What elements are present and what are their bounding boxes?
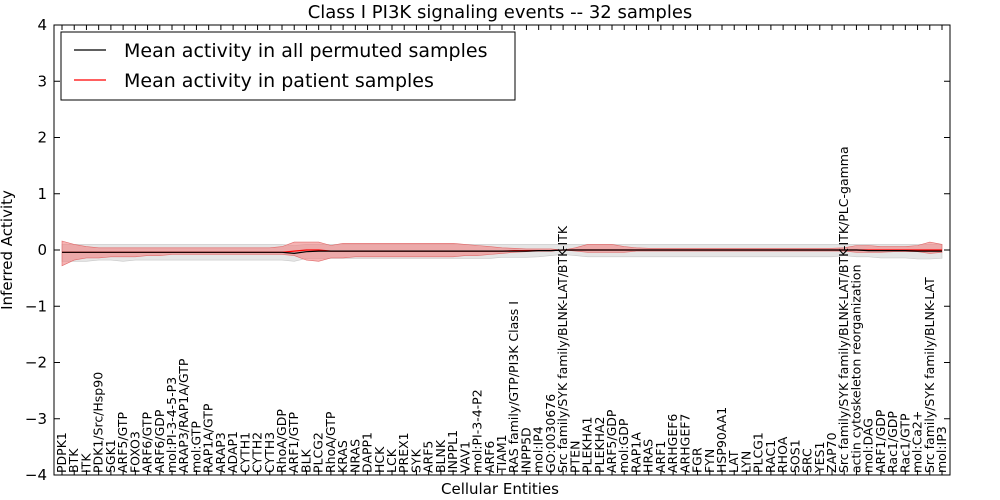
x-tick-label: TIAM1 [494, 434, 509, 474]
x-tick-label: PDPK1 [54, 432, 69, 473]
x-tick-label: Rac1/GTP [897, 413, 912, 473]
chart-title: Class I PI3K signaling events -- 32 samp… [308, 2, 693, 23]
x-tick-label: KRAS [335, 440, 350, 473]
x-tick-label: ARHGEF7 [677, 414, 692, 473]
x-tick-label: SGK1 [103, 439, 118, 473]
y-axis: −4 −3 −2 −1 0 1 2 3 4 [25, 16, 950, 484]
x-tick-label: ARF6/GDP [152, 409, 167, 473]
legend-frame [60, 31, 516, 101]
x-tick-label: mol:DAG [861, 418, 876, 473]
y-tick-label: −4 [25, 466, 47, 484]
x-tick-label: BTK [66, 448, 81, 473]
line-layer [62, 249, 942, 255]
x-tick-label: PDK1/Src/Hsp90 [91, 372, 106, 473]
line-permuted-mean [62, 249, 942, 255]
x-tick-label: mol:PI-3-4-P2 [470, 389, 485, 473]
x-tick-label: RAP1A/GTP [201, 403, 216, 473]
x-tick-label: ARF5 [421, 441, 436, 473]
x-tick-label: PTEN [567, 441, 582, 473]
x-tick-label: RAP1A [628, 432, 643, 473]
x-tick-label: ARF6 [482, 441, 497, 473]
y-tick-label: 1 [37, 185, 47, 203]
x-tick-label: ARF1/GTP [286, 412, 301, 473]
y-tick-label: 3 [37, 72, 47, 90]
y-tick-label: −2 [25, 354, 47, 372]
x-tick-label: mol:IP4 [531, 426, 546, 473]
band-patient [61, 240, 943, 267]
x-tick-label: ARAP3 [213, 432, 228, 473]
x-tick-label: SYK [408, 448, 423, 473]
x-tick-label: PLEKHA2 [592, 416, 607, 473]
y-tick-label: −3 [25, 410, 47, 428]
y-tick-label: 4 [37, 16, 47, 34]
x-tick-label: HSP90AA1 [714, 407, 729, 473]
legend-label-permuted: Mean activity in all permuted samples [124, 40, 487, 62]
x-tick-label: ADAP1 [225, 431, 240, 473]
x-axis-title: Cellular Entities [441, 480, 559, 498]
y-tick-label: 2 [37, 129, 47, 147]
y-axis-title: Inferred Activity [0, 190, 16, 310]
x-tick-label: SOS1 [787, 439, 802, 473]
x-tick-label: ITK [78, 453, 93, 473]
x-tick-label: ARF1/GDP [873, 409, 888, 473]
y-tick-label: −1 [25, 297, 47, 315]
x-tick-label: CYTH2 [250, 432, 265, 473]
x-tick-label: RHOA [775, 436, 790, 473]
x-tick-label: LCK [384, 448, 399, 473]
y-tick-label: 0 [37, 241, 47, 259]
x-tick-label: actin cytoskeleton reorganization [848, 264, 863, 473]
x-tick-label: VAV1 [457, 441, 472, 473]
x-tick-label: RhoA/GTP [323, 411, 338, 473]
x-tick-label: LAT [726, 450, 741, 473]
x-axis: PDPK1BTKITKPDK1/Src/Hsp90SGK1ARF5/GTPFOX… [54, 25, 949, 475]
x-tick-label: ZAP70 [824, 432, 839, 473]
band-layer [61, 240, 943, 267]
x-tick-label: FGR [690, 447, 705, 473]
x-tick-label: NRAS [347, 439, 362, 473]
x-tick-label: ARAP3/RAP1A/GTP [176, 358, 191, 473]
legend: Mean activity in all permuted samples Me… [60, 31, 516, 101]
x-tick-label: ARF5/GTP [115, 412, 130, 473]
x-tick-label: ARF5/GDP [604, 409, 619, 473]
x-tick-label: Rac1/GDP [885, 411, 900, 473]
x-tick-label: Src family/SYK family/BLNK-LAT/BTK-ITK/P… [836, 146, 851, 473]
x-tick-label: Src family/SYK family/BLNK-LAT [922, 277, 937, 473]
x-tick-label: mol:GTP [188, 421, 203, 473]
x-tick-label: mol:PI-3-4-5-P3 [164, 377, 179, 473]
x-tick-label: CYTH3 [262, 432, 277, 473]
legend-label-patient: Mean activity in patient samples [124, 70, 434, 92]
x-tick-label: mol:GDP [616, 418, 631, 473]
x-tick-label: HCK [372, 446, 387, 473]
x-tick-label: mol:Ca2+ [910, 411, 925, 473]
x-tick-label: FOXO3 [127, 431, 142, 473]
x-tick-label: RAC1 [763, 440, 778, 473]
x-tick-label: INPP5D [518, 427, 533, 473]
x-tick-label: RAS family/GTP/PI3K Class I [506, 301, 521, 473]
x-tick-label: DAPP1 [360, 432, 375, 473]
x-tick-label: PLCG2 [311, 432, 326, 473]
x-tick-label: mol:IP3 [934, 426, 949, 473]
x-tick-label: LYN [738, 451, 753, 473]
x-tick-label: GO:0030676 [543, 394, 558, 473]
x-tick-label: Src family/SYK family/BLNK-LAT/BTK-ITK [555, 225, 570, 473]
x-tick-label: HRAS [641, 439, 656, 473]
x-tick-label: ARF6/GTP [140, 412, 155, 473]
x-tick-label: YES1 [812, 442, 827, 474]
x-tick-label: FYN [702, 449, 717, 473]
x-tick-label: PLCG1 [751, 432, 766, 473]
x-tick-label: ARHGEF6 [665, 414, 680, 473]
x-tick-label: ARF1 [653, 441, 668, 473]
x-tick-label: RhoA/GDP [274, 409, 289, 473]
x-tick-label: PREX1 [396, 432, 411, 473]
x-tick-label: BLK [298, 448, 313, 473]
x-tick-label: CYTH1 [237, 432, 252, 473]
x-tick-label: BLNK [433, 439, 448, 473]
x-tick-label: SRC [800, 448, 815, 473]
x-tick-label: INPPL1 [445, 430, 460, 473]
x-tick-label: PLEKHA1 [580, 416, 595, 473]
